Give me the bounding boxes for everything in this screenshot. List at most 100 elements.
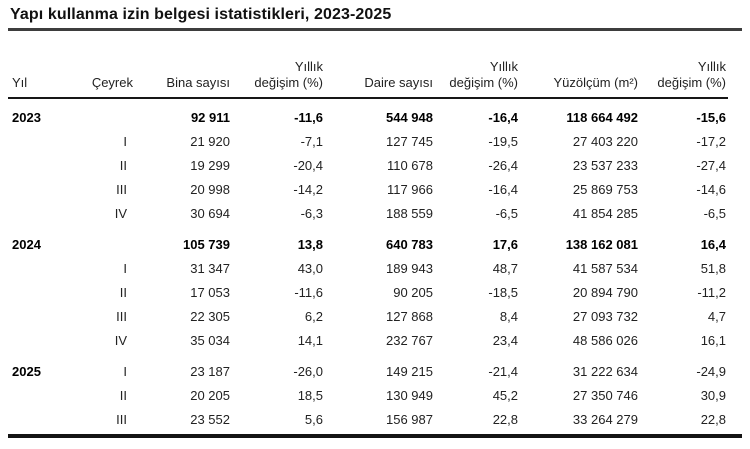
daire-sayisi-cell: 149 215 <box>386 364 433 379</box>
yuzolcum-degisim-cell: 51,8 <box>700 261 726 276</box>
bina-degisim-cell: 18,5 <box>297 388 323 403</box>
page-title: Yapı kullanma izin belgesi istatistikler… <box>10 6 392 23</box>
quarter-cell: II <box>119 388 127 403</box>
table-row: I 31 347 43,0 189 943 48,7 41 587 534 51… <box>8 257 728 281</box>
year-cell: 2025 <box>12 364 41 379</box>
daire-sayisi-cell: 188 559 <box>386 206 433 221</box>
quarter-cell: I <box>123 261 127 276</box>
yuzolcum-degisim-cell: -6,5 <box>703 206 726 221</box>
bina-sayisi-cell: 19 299 <box>190 158 230 173</box>
yuzolcum-cell: 41 587 534 <box>572 261 638 276</box>
daire-sayisi-cell: 90 205 <box>393 285 433 300</box>
bina-sayisi-cell: 92 911 <box>190 110 230 125</box>
header-row: Yıl Çeyrek Bina sayısı Yıllık değişim (%… <box>8 31 728 99</box>
bina-degisim-cell: -6,3 <box>300 206 323 221</box>
daire-degisim-cell: -26,4 <box>488 158 518 173</box>
table-row: 2023 92 911 -11,6 544 948 -16,4 118 664 … <box>8 98 728 130</box>
yuzolcum-degisim-cell: -14,6 <box>696 182 726 197</box>
column-header-yuzolcum-degisim: Yıllık değişim (%) <box>640 31 728 99</box>
bina-degisim-cell: 14,1 <box>297 333 323 348</box>
bina-degisim-cell: 13,8 <box>297 237 323 252</box>
bina-sayisi-cell: 20 205 <box>190 388 230 403</box>
yuzolcum-degisim-cell: -17,2 <box>696 134 726 149</box>
table-row: IV 35 034 14,1 232 767 23,4 48 586 026 1… <box>8 329 728 353</box>
table-body: 2023 92 911 -11,6 544 948 -16,4 118 664 … <box>8 98 728 432</box>
table-row: 2024 105 739 13,8 640 783 17,6 138 162 0… <box>8 226 728 257</box>
year-cell <box>8 154 73 178</box>
bina-sayisi-cell: 31 347 <box>190 261 230 276</box>
daire-degisim-cell: -21,4 <box>488 364 518 379</box>
table-end-rule <box>8 434 742 438</box>
report-page: Yapı kullanma izin belgesi istatistikler… <box>8 6 742 438</box>
yuzolcum-cell: 27 350 746 <box>572 388 638 403</box>
daire-degisim-cell: 45,2 <box>492 388 518 403</box>
column-header-label: Yıl <box>12 75 28 90</box>
column-header-label: Çeyrek <box>91 75 133 90</box>
daire-sayisi-cell: 127 745 <box>386 134 433 149</box>
table-row: 2025 I 23 187 -26,0 149 215 -21,4 31 222… <box>8 353 728 384</box>
bina-sayisi-cell: 17 053 <box>190 285 230 300</box>
year-cell <box>8 408 73 432</box>
table-row: III 22 305 6,2 127 868 8,4 27 093 732 4,… <box>8 305 728 329</box>
title-rule <box>8 28 742 31</box>
year-cell <box>8 329 73 353</box>
daire-degisim-cell: 17,6 <box>492 237 518 252</box>
column-header-yil: Yıl <box>8 31 73 99</box>
bina-degisim-cell: -26,0 <box>293 364 323 379</box>
year-cell <box>8 281 73 305</box>
yuzolcum-degisim-cell: 16,1 <box>700 333 726 348</box>
bina-degisim-cell: -20,4 <box>293 158 323 173</box>
yuzolcum-cell: 41 854 285 <box>572 206 638 221</box>
daire-degisim-cell: 8,4 <box>499 309 518 324</box>
daire-degisim-cell: -19,5 <box>488 134 518 149</box>
table-header: Yıl Çeyrek Bina sayısı Yıllık değişim (%… <box>8 31 728 99</box>
statistics-table: Yıl Çeyrek Bina sayısı Yıllık değişim (%… <box>8 31 728 432</box>
daire-degisim-cell: 23,4 <box>492 333 518 348</box>
column-header-label-top: Yıllık <box>697 59 726 74</box>
year-cell <box>8 384 73 408</box>
year-cell <box>8 130 73 154</box>
yuzolcum-cell: 23 537 233 <box>572 158 638 173</box>
daire-sayisi-cell: 110 678 <box>386 158 433 173</box>
table-row: IV 30 694 -6,3 188 559 -6,5 41 854 285 -… <box>8 202 728 226</box>
daire-sayisi-cell: 189 943 <box>386 261 433 276</box>
daire-degisim-cell: -16,4 <box>488 110 518 125</box>
yuzolcum-cell: 31 222 634 <box>572 364 638 379</box>
column-header-daire-sayisi: Daire sayısı <box>325 31 435 99</box>
daire-degisim-cell: 48,7 <box>492 261 518 276</box>
column-header-ceyrek: Çeyrek <box>73 31 135 99</box>
yuzolcum-degisim-cell: -24,9 <box>696 364 726 379</box>
yuzolcum-cell: 33 264 279 <box>572 412 638 427</box>
year-cell <box>8 202 73 226</box>
quarter-cell: III <box>116 309 127 324</box>
bina-degisim-cell: 5,6 <box>304 412 323 427</box>
quarter-cell <box>73 98 135 130</box>
yuzolcum-degisim-cell: -15,6 <box>696 110 726 125</box>
year-cell: 2023 <box>12 110 41 125</box>
yuzolcum-cell: 20 894 790 <box>572 285 638 300</box>
column-header-label: değişim (%) <box>657 75 726 90</box>
daire-sayisi-cell: 156 987 <box>386 412 433 427</box>
bina-degisim-cell: -7,1 <box>300 134 323 149</box>
yuzolcum-degisim-cell: -11,2 <box>697 285 726 300</box>
yuzolcum-cell: 27 093 732 <box>572 309 638 324</box>
column-header-label: Bina sayısı <box>166 75 230 90</box>
column-header-label: Yüzölçüm (m²) <box>553 75 638 90</box>
daire-sayisi-cell: 117 966 <box>386 182 433 197</box>
yuzolcum-cell: 118 664 492 <box>566 110 638 125</box>
table-row: III 23 552 5,6 156 987 22,8 33 264 279 2… <box>8 408 728 432</box>
year-cell <box>8 178 73 202</box>
daire-sayisi-cell: 544 948 <box>386 110 433 125</box>
yuzolcum-degisim-cell: 30,9 <box>700 388 726 403</box>
year-cell: 2024 <box>12 237 41 252</box>
quarter-cell: I <box>123 134 127 149</box>
daire-degisim-cell: -6,5 <box>495 206 518 221</box>
column-header-label-top: Yıllık <box>294 59 323 74</box>
yuzolcum-degisim-cell: -27,4 <box>696 158 726 173</box>
daire-degisim-cell: 22,8 <box>492 412 518 427</box>
column-header-bina-sayisi: Bina sayısı <box>135 31 232 99</box>
table-row: II 17 053 -11,6 90 205 -18,5 20 894 790 … <box>8 281 728 305</box>
yuzolcum-cell: 138 162 081 <box>565 237 638 252</box>
bina-sayisi-cell: 22 305 <box>190 309 230 324</box>
column-header-bina-degisim: Yıllık değişim (%) <box>232 31 325 99</box>
